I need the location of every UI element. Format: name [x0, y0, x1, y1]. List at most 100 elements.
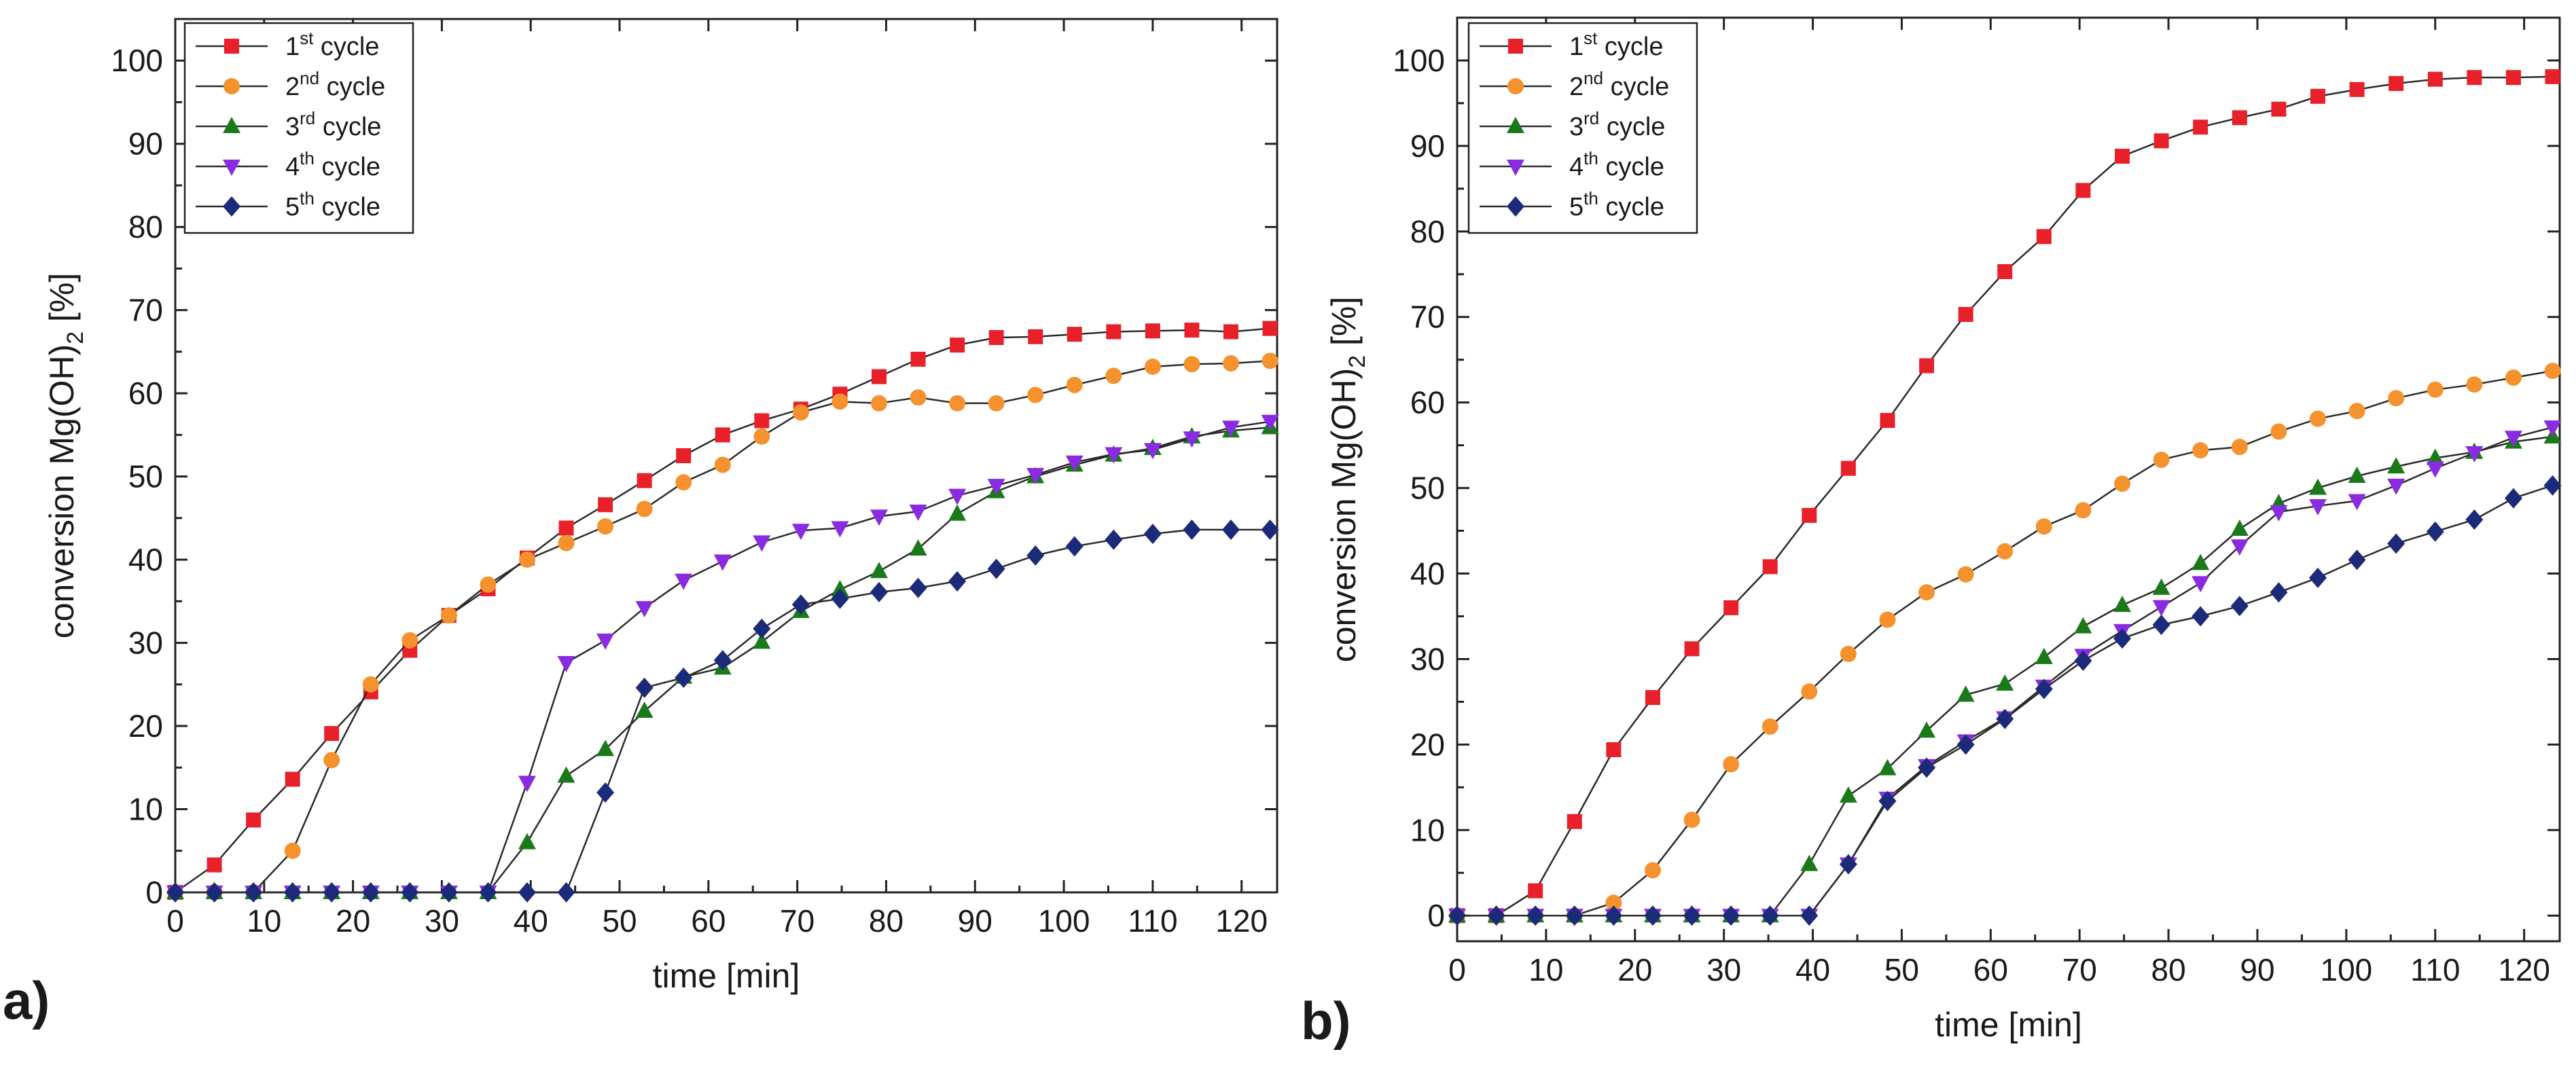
- panel-a-legend-label: 2nd cycle: [285, 68, 385, 101]
- panel-b-data-point: [2192, 442, 2209, 459]
- panel-a-data-point: [401, 632, 418, 649]
- panel-b-data-point: [2387, 478, 2405, 495]
- panel-b-data-point: [1879, 611, 1896, 628]
- panel-b-data-point: [2035, 647, 2053, 664]
- panel-b-x-tick-label: 10: [1528, 952, 1563, 987]
- panel-b-y-tick-label: 10: [1410, 812, 1445, 848]
- panel-b-legend-marker: [1508, 39, 1523, 54]
- panel-a-data-point: [831, 393, 848, 410]
- panel-b-data-point: [2270, 582, 2288, 603]
- panel-b-data-point: [2505, 369, 2522, 386]
- panel-a-data-point: [987, 479, 1005, 496]
- panel-b-data-point: [2543, 420, 2562, 437]
- panel-b-data-point: [2308, 567, 2327, 588]
- panel-b-x-axis-title: time [min]: [1935, 1006, 2082, 1044]
- panel-b-data-point: [1761, 718, 1778, 735]
- panel-b-data-point: [1722, 905, 1740, 926]
- panel-a-data-point: [831, 521, 849, 538]
- panel-b-legend-label: 2nd cycle: [1569, 68, 1669, 101]
- panel-a-data-point: [635, 677, 654, 698]
- panel-b-legend: 1st cycle 2nd cycle 3rd cycle 4th cycle 5th …: [1467, 22, 1698, 234]
- panel-a-data-point: [1106, 324, 1122, 340]
- panel-b-data-point: [2075, 502, 2092, 519]
- panel-b-data-point: [1918, 584, 1935, 601]
- panel-b-data-point: [2348, 494, 2366, 511]
- panel-b-data-point: [2230, 520, 2249, 536]
- panel-b-data-point: [2348, 466, 2366, 483]
- panel-b-y-tick-label: 40: [1410, 556, 1445, 592]
- panel-a-x-tick-label: 80: [869, 903, 904, 939]
- panel-a-data-point: [285, 771, 300, 787]
- panel-a-x-tick-label: 100: [1038, 903, 1090, 939]
- panel-b-data-point: [2348, 549, 2366, 570]
- panel-b-data-point: [1997, 264, 2013, 279]
- panel-a-data-point: [1261, 414, 1279, 431]
- panel-a-data-point: [636, 501, 653, 517]
- panel-b-data-point: [1918, 757, 1936, 778]
- panel-b-y-axis-title: conversion Mg(OH)2 [%]: [1325, 297, 1370, 663]
- panel-a-data-point: [246, 812, 262, 828]
- panel-a-data-point: [713, 554, 732, 571]
- panel-a-y-tick-label: 0: [145, 875, 163, 910]
- panel-b-data-point: [2074, 650, 2092, 671]
- panel-b-legend-marker: [1507, 117, 1524, 133]
- panel-a-data-point: [324, 726, 340, 742]
- panel-b-x-tick-label: 110: [2410, 952, 2460, 987]
- panel-a-data-point: [1262, 321, 1278, 336]
- panel-b-data-point: [1723, 756, 1740, 773]
- panel-a-y-tick-label: 50: [128, 459, 163, 494]
- panel-a-data-point: [714, 456, 731, 473]
- panel-b-data-point: [2192, 606, 2210, 627]
- panel-a-data-point: [598, 497, 613, 513]
- panel-a-data-point: [870, 581, 888, 602]
- panel-b-data-point: [2270, 505, 2288, 522]
- panel-a-data-point: [988, 330, 1004, 346]
- panel-a-legend-label: 4th cycle: [285, 148, 380, 181]
- panel-a-data-point: [1028, 329, 1043, 344]
- panel-a-data-point: [1143, 443, 1162, 460]
- panel-b-data-point: [2232, 110, 2247, 126]
- panel-b-data-point: [2113, 628, 2132, 649]
- panel-a-data-point: [557, 655, 575, 672]
- panel-b-data-point: [2465, 445, 2484, 462]
- panel-a-x-tick-label: 90: [958, 903, 992, 939]
- panel-b-data-point: [2153, 133, 2169, 149]
- panel-a-data-point: [1105, 367, 1122, 384]
- panel-b-data-point: [1801, 683, 1818, 700]
- panel-a-data-point: [1222, 355, 1239, 372]
- panel-a-data-point: [909, 505, 927, 522]
- panel-b-data-point: [2114, 475, 2131, 492]
- panel-a-data-point: [596, 782, 615, 803]
- panel-a-x-axis-title: time [min]: [653, 957, 800, 995]
- panel-a-data-point: [910, 351, 926, 367]
- panel-b-data-point: [2426, 521, 2444, 542]
- panel-a-y-tick-label: 20: [128, 708, 163, 744]
- panel-a-axes: 0 10 20 30 40 50 60 70 80 90 100 110 120 0 10 20 30 40 50 6…: [111, 18, 1278, 939]
- panel-b-data-point: [2152, 615, 2170, 636]
- panel-b-x-tick-label: 90: [2240, 952, 2274, 987]
- panel-a-y-tick-label: 70: [128, 293, 163, 328]
- panel-a-data-point: [910, 389, 927, 406]
- panel-a-data-point: [440, 607, 457, 624]
- panel-a-data-point: [283, 882, 302, 903]
- panel-b-data-point: [2192, 576, 2210, 593]
- panel-a-y-tick-label: 80: [128, 209, 163, 244]
- panel-a-data-point: [1105, 447, 1123, 464]
- panel-a-data-point: [284, 842, 301, 859]
- panel-a-data-point: [635, 601, 654, 618]
- panel-b-data-point: [2426, 461, 2444, 478]
- panel-a-y-tick-label: 10: [128, 792, 163, 827]
- panel-b-data-point: [2036, 229, 2052, 244]
- panel-a-legend-label: 3rd cycle: [285, 108, 381, 141]
- panel-a-series: [166, 321, 1279, 903]
- panel-a-y-axis-title: conversion Mg(OH)2 [%]: [43, 273, 88, 639]
- chart-panel-a: 0 10 20 30 40 50 60 70 80 90 100 110 120 0 10 20 30 40 50 6…: [3, 18, 1279, 1030]
- panel-b-x-tick-label: 100: [2320, 952, 2372, 987]
- panel-a-label: a): [3, 970, 50, 1030]
- panel-a-data-point: [753, 618, 771, 639]
- panel-b-data-point: [2349, 81, 2365, 97]
- panel-b-data-point: [1956, 734, 1975, 755]
- panel-b-data-point: [1684, 641, 1700, 657]
- panel-b-data-point: [1802, 507, 1817, 523]
